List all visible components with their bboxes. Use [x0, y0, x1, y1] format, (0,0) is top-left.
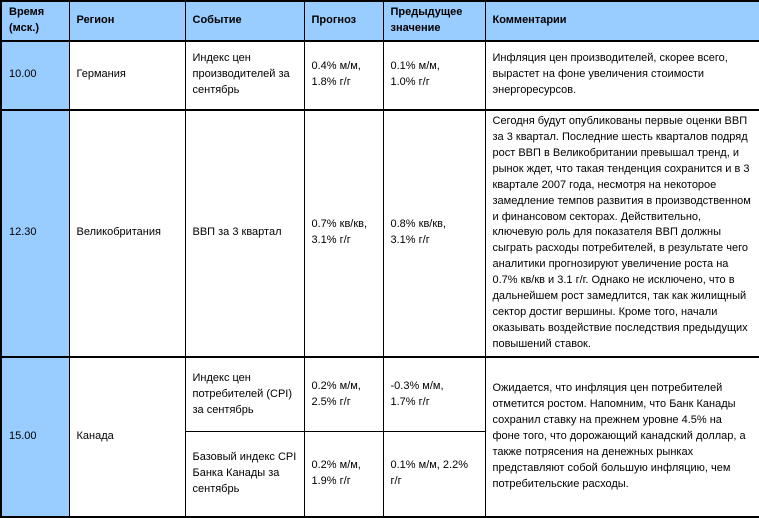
col-header-previous: Предыдущее значение: [382, 0, 486, 42]
region-cell: Великобритания: [68, 108, 186, 358]
table-row: 10.00 Германия Индекс цен производителей…: [0, 39, 759, 111]
forecast-cell: 0.7% кв/кв, 3.1% г/г: [303, 108, 384, 358]
time-cell: 10.00: [0, 39, 70, 111]
previous-value-cell: 0.1% м/м, 2.2% г/г: [382, 431, 486, 518]
event-cell: Базовый индекс CPI Банка Канады за сентя…: [184, 431, 305, 518]
col-header-region: Регион: [68, 0, 186, 42]
col-header-comments: Комментарии: [484, 0, 759, 42]
previous-value-cell: -0.3% м/м, 1.7% г/г: [382, 355, 486, 433]
table-row: 15.00 Канада Индекс цен потребителей (CP…: [0, 355, 759, 518]
comment-cell: Инфляция цен производителей, скорее всег…: [484, 39, 759, 111]
region-cell: Германия: [68, 39, 186, 111]
region-cell: Канада: [68, 355, 186, 518]
forecast-cell: 0.4% м/м, 1.8% г/г: [303, 39, 384, 111]
event-cell: Индекс цен потребителей (CPI) за сентябр…: [184, 355, 305, 433]
time-cell: 12.30: [0, 108, 70, 358]
time-cell: 15.00: [0, 355, 70, 518]
table-row: 12.30 Великобритания ВВП за 3 квартал 0.…: [0, 108, 759, 358]
previous-value-cell: 0.1% м/м, 1.0% г/г: [382, 39, 486, 111]
col-header-time: Время (мск.): [0, 0, 70, 42]
event-cell: ВВП за 3 квартал: [184, 108, 305, 358]
previous-value-cell: 0.8% кв/кв, 3.1% г/г: [382, 108, 486, 358]
comment-cell: Сегодня будут опубликованы первые оценки…: [484, 108, 759, 358]
forecast-cell: 0.2% м/м, 2.5% г/г: [303, 355, 384, 433]
header-row: Время (мск.) Регион Событие Прогноз Пред…: [0, 0, 759, 42]
forecast-cell: 0.2% м/м, 1.9% г/г: [303, 431, 384, 518]
col-header-forecast: Прогноз: [303, 0, 384, 42]
comment-cell: Ожидается, что инфляция цен потребителей…: [484, 355, 759, 518]
table-row: Базовый индекс CPI Банка Канады за сентя…: [1, 431, 759, 518]
event-cell: Индекс цен производителей за сентябрь: [184, 39, 305, 111]
col-header-event: Событие: [184, 0, 305, 42]
